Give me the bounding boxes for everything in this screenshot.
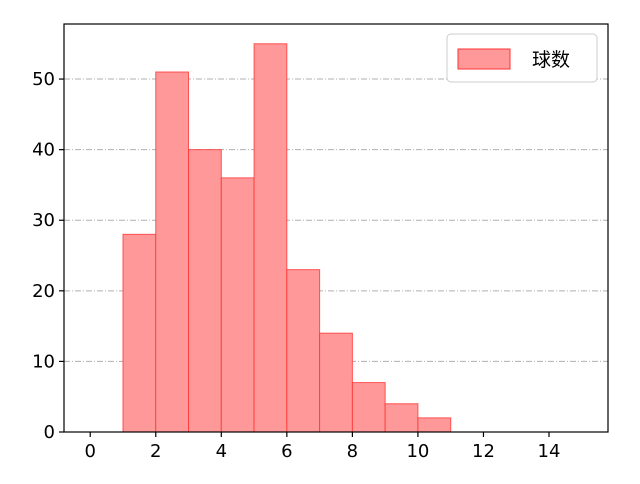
histogram-bar	[122, 233, 157, 433]
x-tick-label: 2	[150, 441, 161, 462]
plot-frame	[63, 23, 609, 433]
legend-label: 球数	[532, 49, 570, 71]
y-tick-label: 0	[44, 422, 55, 443]
legend-swatch	[457, 48, 511, 70]
x-tick-label: 0	[84, 441, 95, 462]
bars	[122, 43, 452, 433]
legend: 球数	[446, 33, 598, 83]
y-axis: 0 10 20 30 40 50	[32, 69, 64, 443]
x-tick-label: 10	[406, 441, 429, 462]
x-tick-label: 4	[216, 441, 227, 462]
y-tick-label: 40	[32, 140, 55, 161]
histogram-bar	[188, 149, 222, 433]
histogram-bar	[384, 403, 419, 433]
y-tick-label: 10	[32, 351, 55, 372]
histogram-bar	[155, 71, 190, 433]
histogram-bar	[286, 269, 321, 433]
legend-frame	[446, 33, 598, 83]
x-tick-label: 12	[472, 441, 495, 462]
histogram-bar	[351, 382, 386, 433]
x-axis: 0 2 4 6 8 10 12 14	[84, 432, 560, 462]
histogram-bar	[417, 417, 452, 433]
y-tick-label: 50	[32, 69, 55, 90]
histogram-bar	[319, 332, 353, 433]
x-tick-label: 8	[347, 441, 358, 462]
histogram-bar	[220, 177, 255, 433]
y-tick-label: 20	[32, 281, 55, 302]
x-tick-label: 14	[538, 441, 561, 462]
y-tick-label: 30	[32, 210, 55, 231]
histogram-bar	[253, 43, 288, 433]
x-tick-label: 6	[281, 441, 292, 462]
